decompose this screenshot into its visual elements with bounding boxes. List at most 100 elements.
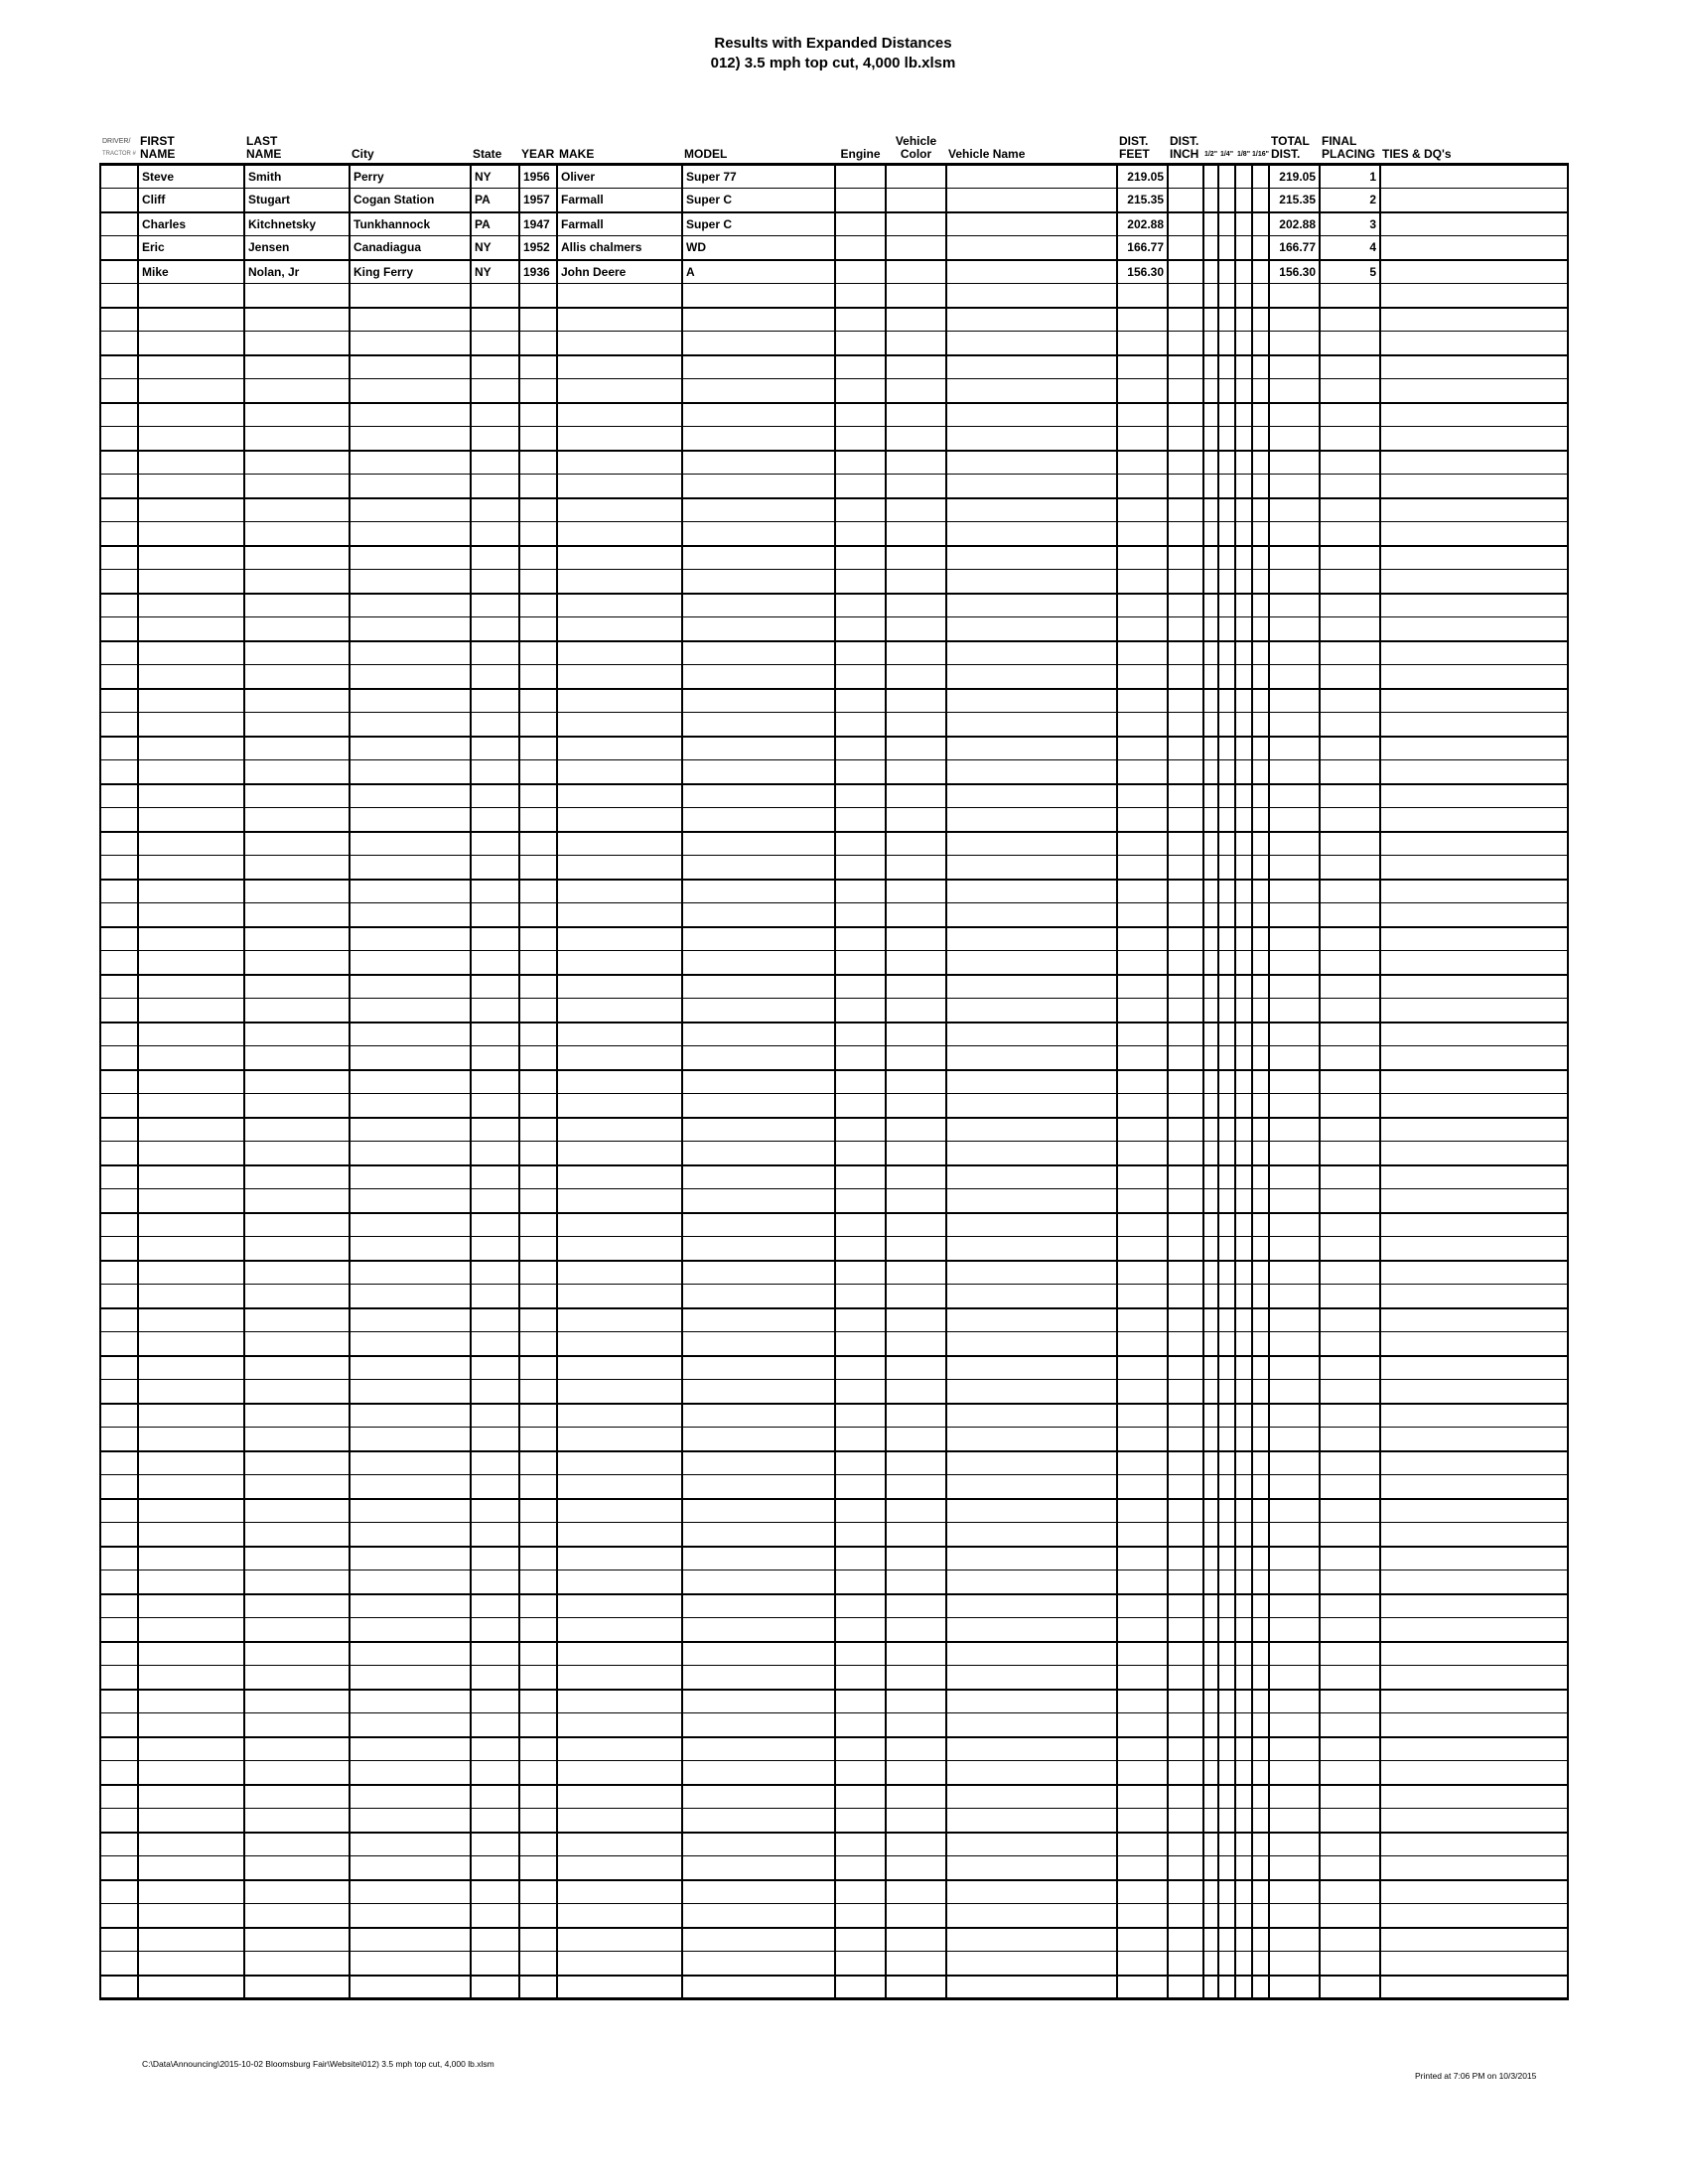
cell-first bbox=[137, 474, 245, 499]
cell-engine bbox=[834, 1665, 887, 1691]
cell-model bbox=[681, 1903, 836, 1929]
cell-model bbox=[681, 1474, 836, 1500]
cell-total bbox=[1268, 879, 1321, 903]
cell-last bbox=[243, 1236, 351, 1262]
col-header-first-line1: FIRST bbox=[140, 134, 175, 148]
cell-f16 bbox=[1251, 1665, 1270, 1691]
cell-f8 bbox=[1234, 426, 1253, 452]
cell-placing: 1 bbox=[1319, 164, 1381, 189]
cell-placing: 4 bbox=[1319, 235, 1381, 261]
cell-driver bbox=[99, 1951, 139, 1977]
col-header-engine-line1: Engine bbox=[840, 147, 881, 161]
footer-file-path: C:\Data\Announcing\2015-10-02 Bloomsburg… bbox=[142, 2059, 494, 2069]
cell-total bbox=[1268, 640, 1321, 665]
cell-vname bbox=[945, 1284, 1118, 1309]
empty-table-row bbox=[99, 926, 1569, 951]
cell-inch bbox=[1167, 1045, 1204, 1071]
title-line-2: 012) 3.5 mph top cut, 4,000 lb.xlsm bbox=[710, 55, 956, 71]
cell-state bbox=[470, 1164, 520, 1189]
cell-f2 bbox=[1202, 497, 1219, 522]
cell-last bbox=[243, 807, 351, 833]
cell-driver bbox=[99, 1689, 139, 1713]
cell-feet bbox=[1116, 1355, 1169, 1380]
cell-placing: 2 bbox=[1319, 188, 1381, 213]
cell-f4 bbox=[1217, 1188, 1236, 1214]
cell-engine bbox=[834, 474, 887, 499]
cell-engine bbox=[834, 1808, 887, 1834]
document-title: Results with Expanded Distances 012) 3.5… bbox=[99, 34, 1567, 73]
cell-f8 bbox=[1234, 879, 1253, 903]
cell-last bbox=[243, 759, 351, 785]
cell-model bbox=[681, 1712, 836, 1738]
empty-table-row bbox=[99, 1951, 1569, 1977]
cell-ties bbox=[1379, 211, 1569, 236]
cell-city bbox=[349, 712, 472, 738]
cell-make bbox=[556, 1712, 683, 1738]
cell-f2 bbox=[1202, 545, 1219, 570]
cell-feet bbox=[1116, 426, 1169, 452]
cell-city bbox=[349, 474, 472, 499]
cell-engine bbox=[834, 1903, 887, 1929]
cell-feet bbox=[1116, 1379, 1169, 1405]
cell-driver bbox=[99, 378, 139, 404]
cell-f2 bbox=[1202, 1307, 1219, 1332]
cell-feet bbox=[1116, 1546, 1169, 1570]
cell-inch bbox=[1167, 1855, 1204, 1881]
cell-f4 bbox=[1217, 879, 1236, 903]
cell-make bbox=[556, 688, 683, 713]
cell-last: Stugart bbox=[243, 188, 351, 213]
cell-driver bbox=[99, 807, 139, 833]
cell-driver bbox=[99, 759, 139, 785]
cell-make bbox=[556, 1593, 683, 1618]
cell-vname bbox=[945, 307, 1118, 332]
cell-vname bbox=[945, 1498, 1118, 1523]
cell-placing bbox=[1319, 1331, 1381, 1357]
cell-f16 bbox=[1251, 759, 1270, 785]
cell-state bbox=[470, 545, 520, 570]
cell-ties bbox=[1379, 1593, 1569, 1618]
cell-city bbox=[349, 1808, 472, 1834]
cell-last bbox=[243, 1784, 351, 1809]
cell-placing bbox=[1319, 831, 1381, 856]
cell-engine bbox=[834, 569, 887, 595]
cell-make: Allis chalmers bbox=[556, 235, 683, 261]
cell-year bbox=[518, 1045, 558, 1071]
cell-last bbox=[243, 1593, 351, 1618]
cell-state bbox=[470, 1498, 520, 1523]
empty-table-row bbox=[99, 1450, 1569, 1475]
col-header-feet-line1: DIST. bbox=[1119, 134, 1149, 148]
cell-inch bbox=[1167, 521, 1204, 547]
cell-last bbox=[243, 1712, 351, 1738]
cell-make bbox=[556, 1927, 683, 1952]
cell-inch bbox=[1167, 426, 1204, 452]
cell-vname bbox=[945, 759, 1118, 785]
cell-placing bbox=[1319, 783, 1381, 808]
cell-f4 bbox=[1217, 259, 1236, 284]
cell-f8 bbox=[1234, 1903, 1253, 1929]
col-header-last-line2: NAME bbox=[246, 147, 282, 161]
cell-vname bbox=[945, 1546, 1118, 1570]
cell-year bbox=[518, 1260, 558, 1285]
cell-feet bbox=[1116, 1427, 1169, 1452]
cell-year bbox=[518, 593, 558, 617]
cell-f4 bbox=[1217, 759, 1236, 785]
cell-driver bbox=[99, 331, 139, 356]
cell-make bbox=[556, 1284, 683, 1309]
cell-f4 bbox=[1217, 974, 1236, 999]
cell-last bbox=[243, 569, 351, 595]
cell-year bbox=[518, 1022, 558, 1046]
empty-table-row bbox=[99, 640, 1569, 665]
cell-f4 bbox=[1217, 474, 1236, 499]
cell-feet bbox=[1116, 378, 1169, 404]
cell-city bbox=[349, 1593, 472, 1618]
cell-color bbox=[885, 354, 947, 379]
cell-make bbox=[556, 1117, 683, 1142]
cell-total bbox=[1268, 855, 1321, 881]
cell-vname bbox=[945, 616, 1118, 642]
cell-first bbox=[137, 354, 245, 379]
cell-f2 bbox=[1202, 474, 1219, 499]
cell-model bbox=[681, 545, 836, 570]
cell-color bbox=[885, 783, 947, 808]
cell-ties bbox=[1379, 1045, 1569, 1071]
cell-f8 bbox=[1234, 616, 1253, 642]
